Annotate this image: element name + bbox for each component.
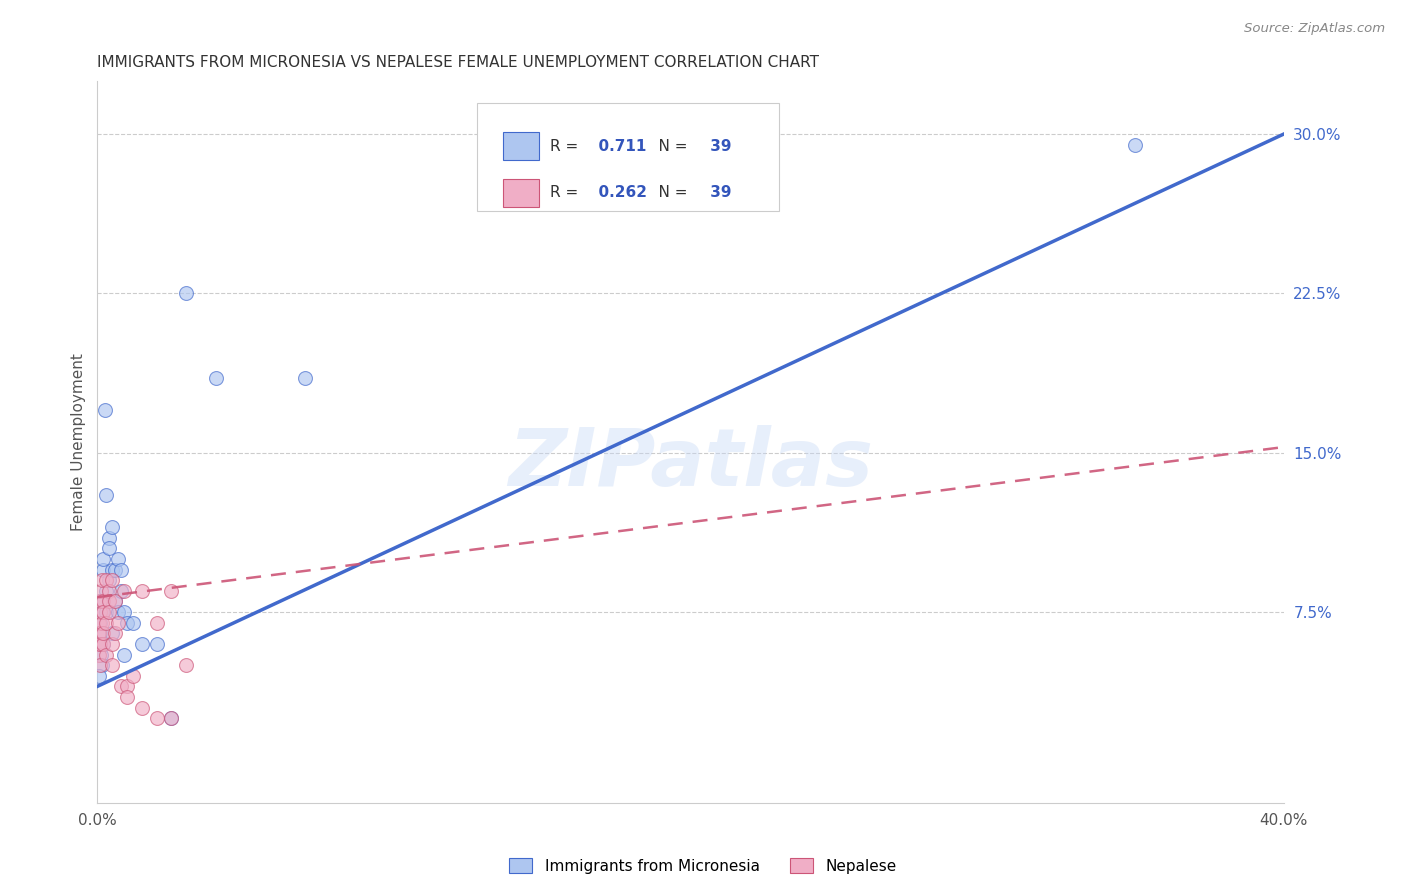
Point (112, 605, 135, 619)
Point (107, 605, 129, 619)
Point (176, 286, 198, 301)
Point (101, 658, 124, 673)
Point (98, 594, 121, 608)
Point (110, 563, 132, 577)
Point (96, 615, 118, 630)
Point (115, 679, 138, 693)
Text: 39: 39 (704, 186, 731, 201)
Point (104, 594, 127, 608)
Point (107, 552, 129, 566)
Point (90, 583, 112, 598)
Point (94, 403, 117, 417)
Point (89, 637, 111, 651)
Point (160, 583, 183, 598)
Point (87, 669, 110, 683)
Point (112, 583, 135, 598)
Point (98, 531, 121, 545)
Point (104, 626, 127, 640)
Point (90, 648, 112, 662)
Point (89, 626, 111, 640)
Point (91, 563, 114, 577)
Point (145, 711, 167, 725)
Text: 39: 39 (704, 138, 731, 153)
Point (145, 637, 167, 651)
Point (131, 637, 153, 651)
Point (91, 637, 114, 651)
FancyBboxPatch shape (503, 178, 538, 208)
Y-axis label: Female Unemployment: Female Unemployment (72, 353, 86, 531)
Point (115, 615, 138, 630)
Point (98, 605, 121, 619)
Text: 0.711: 0.711 (589, 138, 647, 153)
Point (101, 626, 124, 640)
Point (90, 573, 112, 587)
Point (89, 637, 111, 651)
Point (104, 563, 127, 577)
Point (90, 605, 112, 619)
Text: N =: N = (640, 138, 693, 153)
Point (101, 563, 124, 577)
Point (90, 658, 112, 673)
Point (1123, 137, 1146, 152)
Point (160, 711, 183, 725)
Point (101, 573, 124, 587)
Point (110, 679, 132, 693)
Point (98, 583, 121, 598)
Point (96, 605, 118, 619)
Point (98, 573, 121, 587)
Text: R =: R = (551, 186, 583, 201)
Point (91, 594, 114, 608)
Point (96, 583, 118, 598)
Point (104, 594, 127, 608)
Point (176, 658, 198, 673)
Point (122, 669, 145, 683)
Point (110, 583, 132, 598)
Text: Source: ZipAtlas.com: Source: ZipAtlas.com (1244, 22, 1385, 36)
Point (98, 541, 121, 556)
Point (90, 615, 112, 630)
Point (89, 615, 111, 630)
Point (87, 615, 110, 630)
Point (91, 552, 114, 566)
Point (112, 648, 135, 662)
Point (101, 637, 124, 651)
Point (145, 615, 167, 630)
FancyBboxPatch shape (477, 103, 779, 211)
Point (91, 626, 114, 640)
Point (131, 583, 153, 598)
Point (96, 488, 118, 502)
Point (89, 594, 111, 608)
Point (101, 520, 124, 534)
Point (89, 626, 111, 640)
Point (205, 371, 228, 385)
Text: 0.262: 0.262 (589, 186, 647, 201)
Point (131, 700, 153, 714)
Point (89, 605, 111, 619)
Text: ZIPatlas: ZIPatlas (508, 425, 873, 503)
Point (91, 605, 114, 619)
Point (160, 711, 183, 725)
Point (96, 573, 118, 587)
Point (96, 648, 118, 662)
Point (107, 615, 129, 630)
Point (89, 637, 111, 651)
Point (294, 371, 316, 385)
Point (87, 637, 110, 651)
FancyBboxPatch shape (503, 132, 538, 161)
Point (89, 658, 111, 673)
Point (115, 690, 138, 704)
Point (89, 594, 111, 608)
Text: R =: R = (551, 138, 583, 153)
Text: N =: N = (640, 186, 693, 201)
Point (122, 615, 145, 630)
Point (87, 648, 110, 662)
Text: IMMIGRANTS FROM MICRONESIA VS NEPALESE FEMALE UNEMPLOYMENT CORRELATION CHART: IMMIGRANTS FROM MICRONESIA VS NEPALESE F… (97, 55, 820, 70)
Point (91, 637, 114, 651)
Legend: Immigrants from Micronesia, Nepalese: Immigrants from Micronesia, Nepalese (503, 852, 903, 880)
